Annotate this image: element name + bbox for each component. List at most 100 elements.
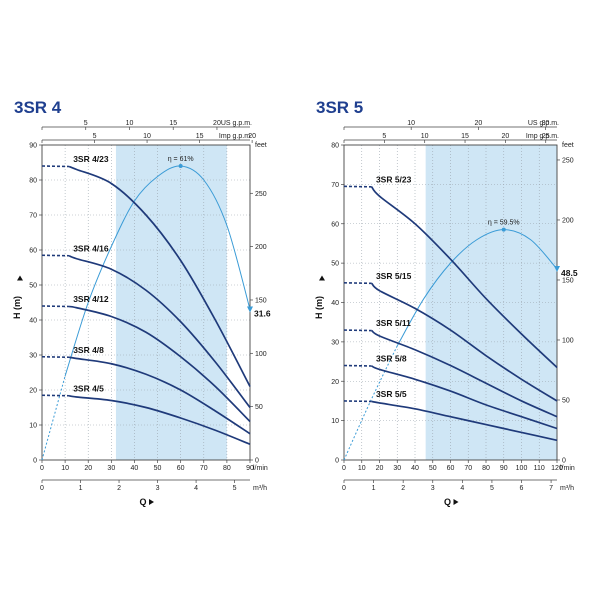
series-label: 3SR 4/23 [73, 154, 109, 164]
series-dash-start [41, 305, 70, 308]
y-tick-label: 50 [29, 283, 37, 290]
series-line [68, 356, 251, 435]
series-label: 3SR 4/5 [73, 383, 104, 393]
y-tick-label: 70 [331, 182, 339, 189]
x-axis-title: Q [139, 497, 146, 507]
m3h-tick-label: 1 [372, 485, 376, 492]
y-tick-label: 20 [331, 379, 339, 386]
series-label: 3SR 5/5 [376, 389, 407, 399]
usgpm-tick-label: 20 [213, 120, 221, 127]
usgpm-unit-label: US g.p.m. [221, 120, 252, 127]
feet-tick-label: 100 [255, 351, 267, 358]
x-tick-label: 70 [200, 465, 208, 472]
y-tick-label: 90 [29, 143, 37, 150]
impgpm-unit-label: Imp g.p.m. [526, 133, 559, 140]
m3h-tick-label: 0 [342, 485, 346, 492]
x-tick-label: 110 [534, 465, 545, 472]
x-unit-label: l/min [560, 465, 575, 472]
x-tick-label: 80 [223, 465, 231, 472]
feet-tick-label: 50 [562, 397, 570, 404]
y-axis-arrow-icon [17, 275, 23, 281]
m3h-tick-label: 2 [401, 485, 405, 492]
plot-frame [41, 144, 251, 461]
y-tick-label: 80 [331, 143, 339, 150]
usgpm-tick-label: 5 [84, 120, 88, 127]
series-dash-start [41, 165, 70, 168]
efficiency-end-label: 48.5 [561, 268, 578, 278]
y-tick-label: 60 [331, 221, 339, 228]
x-tick-label: 120 [551, 465, 563, 472]
x-tick-label: 10 [358, 465, 366, 472]
m3h-unit-label: m³/h [560, 485, 574, 492]
usgpm-tick-label: 15 [169, 120, 177, 127]
usgpm-tick-label: 10 [407, 120, 415, 127]
x-axis-title: Q [444, 497, 451, 507]
impgpm-tick-label: 5 [93, 133, 97, 140]
impgpm-tick-label: 5 [382, 133, 386, 140]
series-label: 3SR 5/8 [376, 354, 407, 364]
x-axis-arrow-icon [149, 499, 154, 505]
series-line [68, 165, 251, 387]
x-tick-label: 30 [393, 465, 401, 472]
series-line [68, 394, 251, 446]
x-tick-label: 30 [107, 465, 115, 472]
efficiency-peak-marker [501, 227, 506, 232]
feet-tick-label: 150 [255, 297, 267, 304]
series-label: 3SR 5/15 [376, 271, 412, 281]
series-line [370, 186, 558, 369]
feet-unit-label: feet [255, 142, 267, 149]
series-line [68, 305, 251, 423]
x-tick-label: 50 [429, 465, 437, 472]
chart-panel-3sr4: 0 10 20 30 40 50 60 70 80 90 l/min0102030405060708… [12, 120, 271, 507]
usgpm-unit-label: US g.p.m. [528, 120, 559, 127]
feet-tick-label: 50 [255, 404, 263, 411]
x-tick-label: 20 [376, 465, 384, 472]
m3h-tick-label: 3 [156, 485, 160, 492]
y-axis-arrow-icon [319, 275, 325, 281]
y-tick-label: 70 [29, 213, 37, 220]
x-unit-label: l/min [253, 465, 268, 472]
usgpm-tick-label: 20 [474, 120, 482, 127]
x-tick-label: 40 [411, 465, 419, 472]
x-tick-label: 10 [61, 465, 69, 472]
x-tick-label: 0 [342, 465, 346, 472]
x-tick-label: 50 [154, 465, 162, 472]
impgpm-tick-label: 20 [501, 133, 509, 140]
y-tick-label: 20 [29, 388, 37, 395]
efficiency-curve [396, 229, 558, 347]
usgpm-tick-label: 10 [126, 120, 134, 127]
efficiency-end-arrow-icon [247, 306, 253, 313]
efficiency-end-arrow-icon [554, 266, 560, 273]
efficiency-curve-dashed [41, 375, 66, 461]
series-label: 3SR 4/8 [73, 345, 104, 355]
feet-tick-label: 100 [562, 337, 574, 344]
impgpm-tick-label: 15 [461, 133, 469, 140]
efficiency-peak-label: η = 59.5% [488, 220, 520, 227]
m3h-tick-label: 6 [520, 485, 524, 492]
feet-tick-label: 200 [255, 244, 267, 251]
series-label: 3SR 4/12 [73, 294, 109, 304]
chart-panel-3sr5: 0 10 20 30 40 50 60 70 80 90 100 110 120l/min0102030… [314, 120, 578, 507]
series-line [371, 329, 558, 418]
impgpm-tick-label: 10 [143, 133, 151, 140]
series-dash-start [41, 394, 70, 397]
y-tick-label: 10 [331, 418, 339, 425]
impgpm-tick-label: 25 [542, 133, 550, 140]
x-tick-label: 0 [40, 465, 44, 472]
y-tick-label: 60 [29, 248, 37, 255]
x-tick-label: 20 [84, 465, 92, 472]
series-line [371, 400, 558, 442]
y-tick-label: 0 [335, 458, 339, 465]
x-tick-label: 80 [482, 465, 490, 472]
impgpm-tick-label: 20 [248, 133, 256, 140]
feet-unit-label: feet [562, 142, 574, 149]
efficiency-curve [64, 165, 251, 377]
y-tick-label: 50 [331, 261, 339, 268]
feet-tick-label: 150 [562, 277, 574, 284]
series-line [68, 254, 251, 409]
feet-tick-label: 250 [255, 191, 267, 198]
efficiency-peak-marker [178, 164, 183, 168]
m3h-tick-label: 5 [233, 485, 237, 492]
x-tick-label: 40 [131, 465, 139, 472]
x-tick-label: 60 [447, 465, 455, 472]
